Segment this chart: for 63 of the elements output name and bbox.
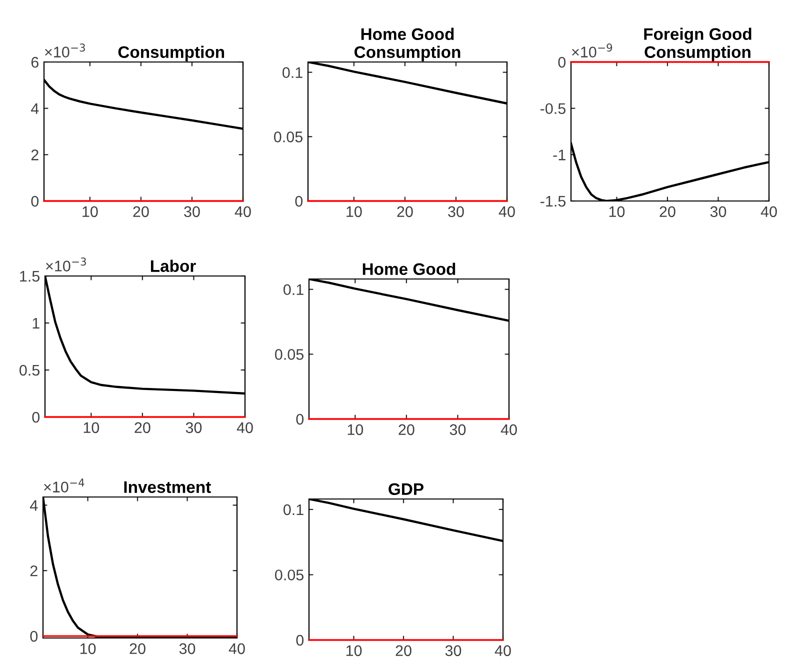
x-tick-label: 10 [80, 643, 96, 654]
x-tick-label: 30 [186, 422, 202, 434]
chart-title: Consumption [118, 46, 224, 62]
x-tick-label: 10 [346, 206, 362, 218]
y-tick-label: 0.1 [282, 67, 302, 78]
x-tick-label: 30 [184, 206, 200, 218]
x-tick-label: 30 [179, 643, 196, 654]
x-tick-label: 30 [445, 645, 462, 656]
y-tick-label: 0 [558, 56, 566, 68]
chart-title: Home Good Consumption [354, 28, 460, 62]
y-tick-label: 0 [31, 196, 39, 207]
x-tick-label: 30 [448, 206, 464, 218]
y-tick-label: 6 [31, 56, 38, 68]
x-tick-label: 40 [500, 424, 517, 436]
x-tick-label: 20 [398, 424, 414, 436]
y-tick-label: -1 [553, 150, 566, 160]
x-tick-label: 40 [236, 422, 253, 434]
y-tick-label: 4 [30, 103, 39, 114]
x-tick-label: 30 [450, 424, 466, 436]
y-tick-label: -1.5 [540, 196, 566, 207]
x-tick-label: 10 [609, 206, 625, 218]
chart-title: Foreign Good Consumption [644, 28, 752, 62]
x-tick-label: 40 [228, 643, 245, 654]
y-tick-label: 0.1 [284, 284, 304, 296]
chart-title: Labor [150, 260, 196, 272]
x-tick-label: 40 [234, 206, 251, 218]
x-tick-label: 10 [348, 424, 364, 436]
x-tick-label: 10 [346, 645, 362, 656]
x-tick-label: 20 [396, 645, 412, 656]
text: ×10$^{−4}$ [44, 478, 84, 492]
y-tick-label: 2 [31, 150, 38, 160]
chart-title: Investment [124, 481, 211, 493]
y-tick-label: 0 [296, 634, 304, 646]
x-tick-label: 20 [660, 206, 676, 218]
y-tick-label: 0 [32, 412, 40, 423]
y-tick-label: 1.5 [20, 271, 40, 282]
chart-title: Home Good [362, 262, 456, 275]
x-tick-label: 40 [760, 206, 777, 218]
x-tick-label: 30 [710, 206, 726, 218]
text: ×10$^{−3}$ [45, 44, 85, 58]
x-tick-label: 20 [134, 422, 150, 434]
x-tick-label: 40 [498, 206, 515, 218]
y-tick-label: 0.05 [275, 349, 304, 360]
y-tick-label: 0.5 [20, 364, 40, 376]
y-tick-label: 4 [30, 500, 38, 511]
y-tick-label: 0 [30, 630, 38, 642]
chart-title: GDP [388, 483, 424, 495]
y-tick-label: 0.05 [274, 132, 302, 142]
x-tick-label: 40 [494, 645, 511, 656]
y-tick-label: 2 [30, 565, 38, 576]
y-tick-label: 0 [295, 196, 303, 207]
y-tick-label: 0.1 [284, 504, 304, 516]
x-tick-label: 20 [397, 206, 413, 218]
y-tick-label: 1 [32, 318, 40, 329]
x-tick-label: 20 [130, 643, 146, 654]
y-tick-label: -0.5 [540, 103, 566, 114]
x-tick-label: 10 [84, 422, 100, 434]
text: ×10$^{−3}$ [46, 258, 86, 272]
x-tick-label: 10 [82, 206, 98, 218]
x-tick-label: 20 [133, 206, 149, 218]
y-tick-label: 0.05 [275, 570, 304, 580]
text: ×10$^{−9}$ [572, 44, 612, 58]
y-tick-label: 0 [296, 414, 304, 425]
